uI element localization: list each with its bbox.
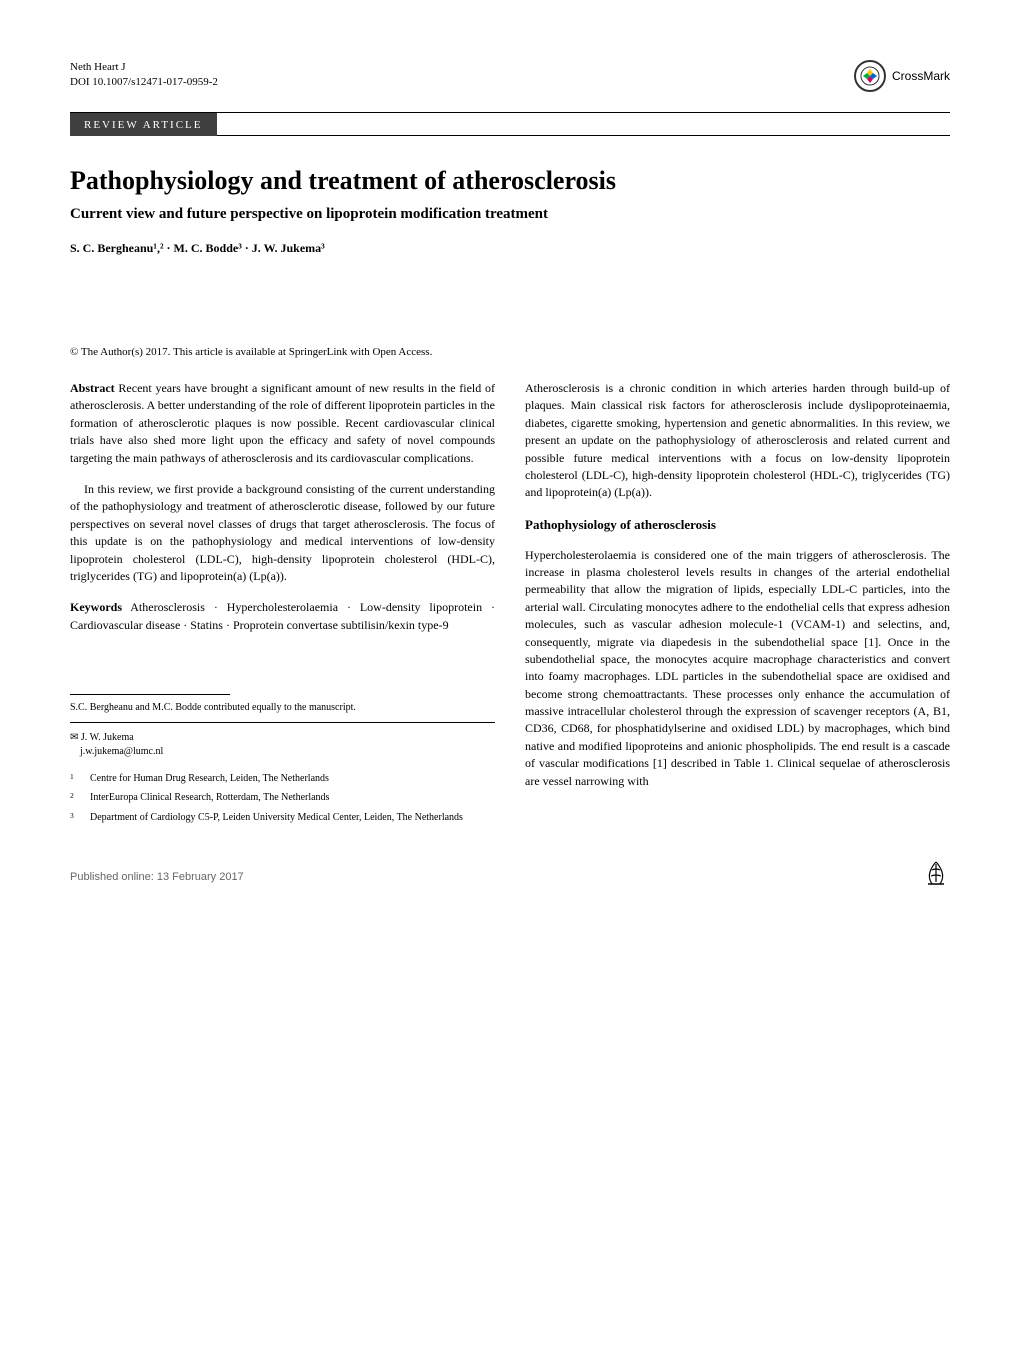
affiliation-2: 2 InterEuropa Clinical Research, Rotterd… bbox=[70, 791, 495, 806]
corresp-email: j.w.jukema@lumc.nl bbox=[80, 746, 163, 757]
abstract-para-1: Abstract Recent years have brought a sig… bbox=[70, 380, 495, 467]
intro-para: Atherosclerosis is a chronic condition i… bbox=[525, 380, 950, 502]
journal-info: Neth Heart J DOI 10.1007/s12471-017-0959… bbox=[70, 60, 218, 91]
article-type-divider bbox=[217, 113, 951, 136]
keywords-para: Keywords Atherosclerosis · Hypercholeste… bbox=[70, 599, 495, 634]
left-column: Abstract Recent years have brought a sig… bbox=[70, 380, 495, 830]
springer-logo-icon bbox=[922, 860, 950, 894]
article-type-label: REVIEW ARTICLE bbox=[70, 113, 217, 136]
bottom-row: Published online: 13 February 2017 bbox=[70, 860, 950, 894]
two-column-layout: Abstract Recent years have brought a sig… bbox=[70, 380, 950, 830]
section1-para: Hypercholesterolaemia is considered one … bbox=[525, 547, 950, 790]
authors-line: S. C. Bergheanu¹,² · M. C. Bodde³ · J. W… bbox=[70, 241, 950, 256]
article-subtitle: Current view and future perspective on l… bbox=[70, 206, 950, 223]
right-column: Atherosclerosis is a chronic condition i… bbox=[525, 380, 950, 830]
affil-num-1: 1 bbox=[70, 772, 80, 787]
abstract-para-2: In this review, we first provide a backg… bbox=[70, 481, 495, 585]
affiliation-3: 3 Department of Cardiology C5-P, Leiden … bbox=[70, 811, 495, 826]
abstract-text-1: Recent years have brought a significant … bbox=[70, 381, 495, 465]
affil-text-1: Centre for Human Drug Research, Leiden, … bbox=[90, 772, 329, 787]
doi: DOI 10.1007/s12471-017-0959-2 bbox=[70, 75, 218, 90]
article-type-bar: REVIEW ARTICLE bbox=[70, 112, 950, 136]
article-title: Pathophysiology and treatment of atheros… bbox=[70, 166, 950, 196]
contribution-note: S.C. Bergheanu and M.C. Bodde contribute… bbox=[70, 701, 495, 723]
affiliation-1: 1 Centre for Human Drug Research, Leiden… bbox=[70, 772, 495, 787]
section-heading-pathophysiology: Pathophysiology of atherosclerosis bbox=[525, 516, 950, 535]
copyright-line: © The Author(s) 2017. This article is av… bbox=[70, 346, 950, 358]
keywords-text: Atherosclerosis · Hypercholesterolaemia … bbox=[70, 600, 495, 631]
crossmark-badge[interactable]: CrossMark bbox=[854, 60, 950, 92]
header-row: Neth Heart J DOI 10.1007/s12471-017-0959… bbox=[70, 60, 950, 92]
published-date: Published online: 13 February 2017 bbox=[70, 871, 244, 883]
envelope-icon: ✉ bbox=[70, 731, 78, 746]
journal-name: Neth Heart J bbox=[70, 60, 218, 75]
abstract-label: Abstract bbox=[70, 381, 115, 395]
affil-text-2: InterEuropa Clinical Research, Rotterdam… bbox=[90, 791, 329, 806]
corresp-name: J. W. Jukema bbox=[81, 732, 134, 743]
footer-divider bbox=[70, 694, 230, 695]
affil-num-3: 3 bbox=[70, 811, 80, 826]
affil-num-2: 2 bbox=[70, 791, 80, 806]
crossmark-label: CrossMark bbox=[892, 69, 950, 83]
affil-text-3: Department of Cardiology C5-P, Leiden Un… bbox=[90, 811, 463, 826]
crossmark-icon bbox=[854, 60, 886, 92]
correspondence-block: ✉ J. W. Jukema j.w.jukema@lumc.nl bbox=[70, 731, 495, 760]
keywords-label: Keywords bbox=[70, 600, 122, 614]
